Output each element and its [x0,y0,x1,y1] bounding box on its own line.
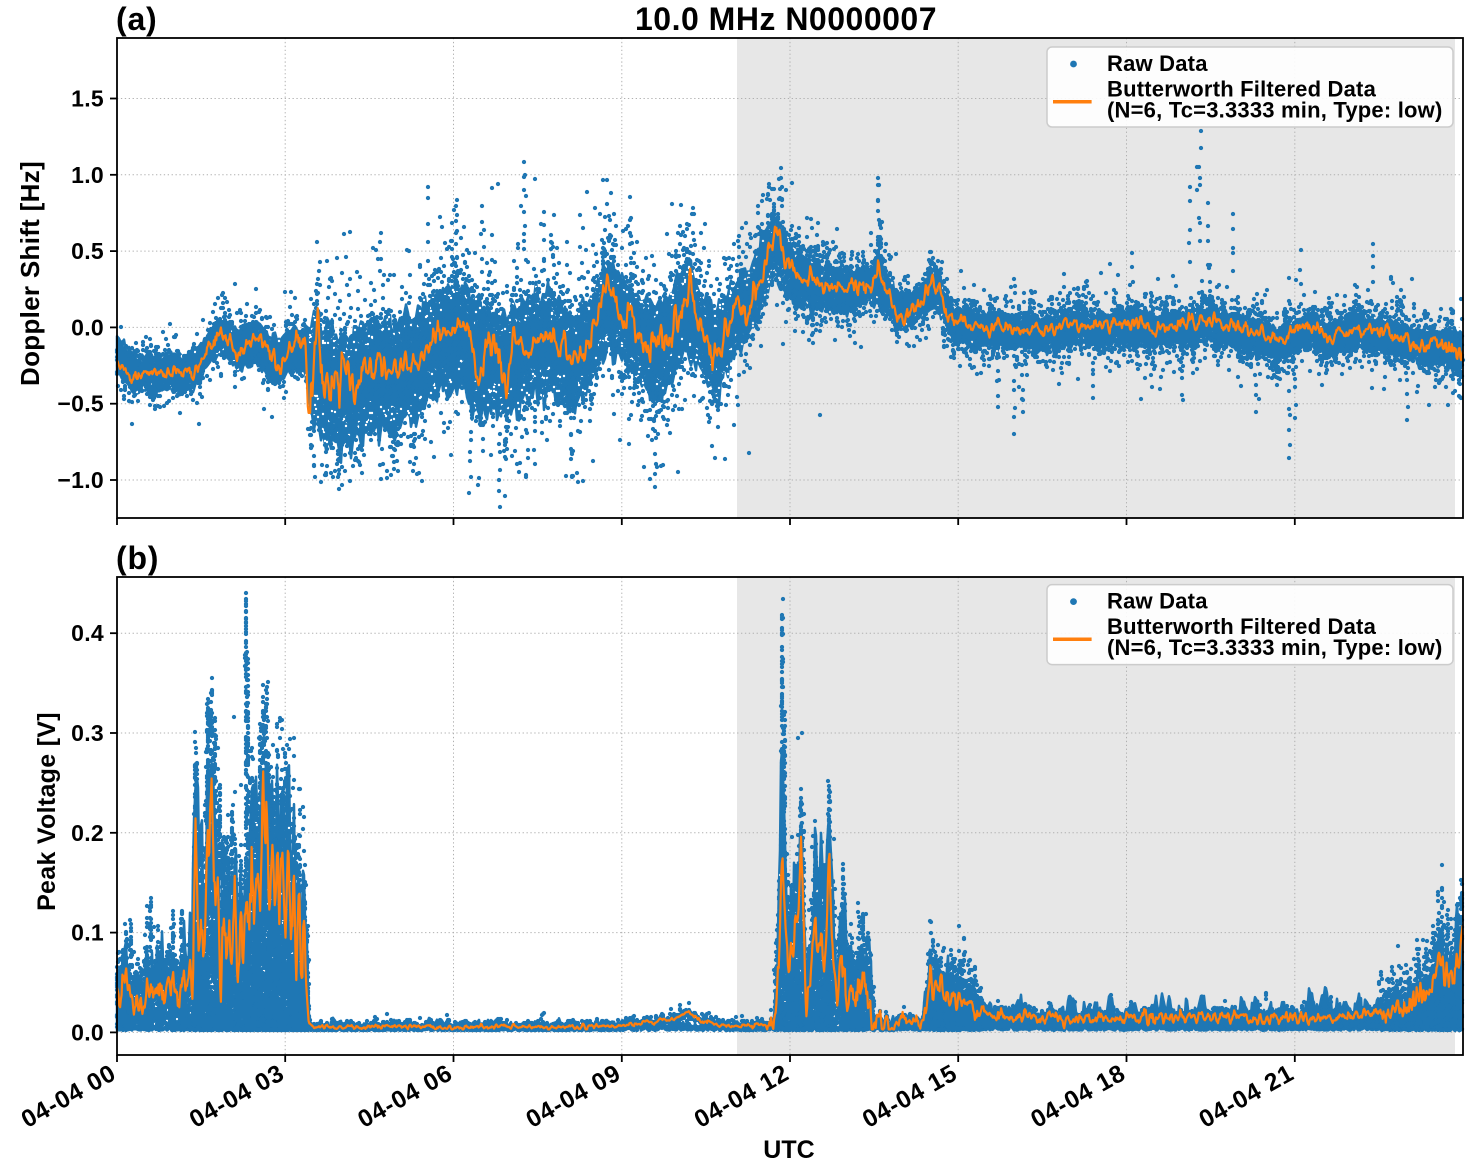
svg-text:Raw Data: Raw Data [1107,51,1208,76]
svg-text:0.1: 0.1 [71,920,104,946]
svg-text:Doppler Shift [Hz]: Doppler Shift [Hz] [15,161,45,386]
svg-text:0.0: 0.0 [71,1019,104,1045]
svg-text:Butterworth Filtered Data: Butterworth Filtered Data [1107,77,1377,102]
svg-text:10.0 MHz N0000007: 10.0 MHz N0000007 [635,1,937,37]
svg-text:0.0: 0.0 [71,314,104,340]
svg-text:1.5: 1.5 [71,86,104,112]
svg-text:Butterworth Filtered Data: Butterworth Filtered Data [1107,614,1377,639]
svg-text:UTC: UTC [763,1136,814,1164]
svg-text:0.4: 0.4 [71,620,104,646]
svg-text:Peak Voltage [V]: Peak Voltage [V] [33,712,61,911]
svg-text:−1.0: −1.0 [57,467,104,493]
svg-text:−0.5: −0.5 [57,391,104,417]
svg-text:(N=6, Tc=3.3333 min, Type: low: (N=6, Tc=3.3333 min, Type: low) [1107,98,1443,123]
svg-text:0.2: 0.2 [71,820,104,846]
svg-text:(b): (b) [116,540,159,576]
svg-text:1.0: 1.0 [71,162,104,188]
svg-text:0.3: 0.3 [71,720,104,746]
svg-text:(N=6, Tc=3.3333 min, Type: low: (N=6, Tc=3.3333 min, Type: low) [1107,635,1443,660]
svg-text:Raw Data: Raw Data [1107,589,1208,614]
svg-text:0.5: 0.5 [71,238,104,264]
svg-text:(a): (a) [116,1,158,37]
